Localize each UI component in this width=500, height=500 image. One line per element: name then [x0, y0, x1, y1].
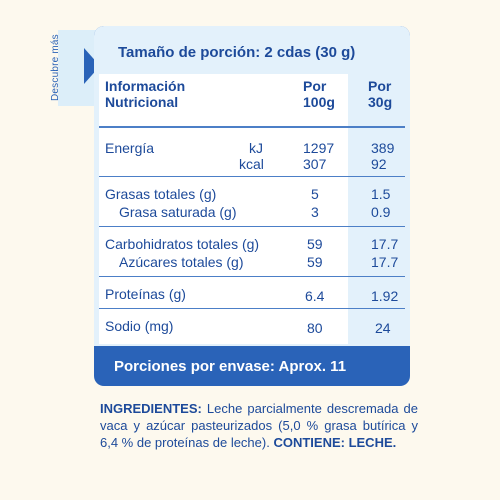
sugars-100: 59: [307, 254, 323, 270]
allergen-statement: CONTIENE: LECHE.: [269, 435, 397, 450]
side-tab-label[interactable]: Descubre más: [50, 34, 61, 102]
sodium-30: 24: [375, 320, 391, 336]
header-per100-line1: Por: [303, 78, 327, 94]
ingredients-body: Leche parcialmente descremada de vaca y …: [100, 401, 418, 450]
energy-kcal-100: 307: [303, 156, 327, 172]
sat-fat-30: 0.9: [371, 204, 391, 220]
energy-kj-30: 389: [371, 140, 395, 156]
header-divider: [99, 126, 405, 128]
row-divider: [99, 276, 405, 277]
sat-fat-100: 3: [311, 204, 319, 220]
ingredients-heading: INGREDIENTES:: [100, 401, 202, 416]
protein-100: 6.4: [305, 288, 325, 304]
header-per100-line2: 100g: [303, 94, 335, 110]
protein-30: 1.92: [371, 288, 399, 304]
header-label-line1: Información: [105, 78, 186, 94]
sodium-100: 80: [307, 320, 323, 336]
sat-fat-label: Grasa saturada (g): [119, 204, 237, 220]
nutrition-table: Información Nutricional Por 100g Por 30g…: [99, 74, 405, 344]
energy-unit-kcal: kcal: [239, 156, 264, 172]
sugars-label: Azúcares totales (g): [119, 254, 244, 270]
nutrition-panel-body: Tamaño de porción: 2 cdas (30 g) Informa…: [94, 26, 410, 346]
protein-label: Proteínas (g): [105, 286, 186, 302]
sodium-label: Sodio (mg): [105, 318, 174, 334]
energy-kj-100: 1297: [303, 140, 335, 156]
row-divider: [99, 308, 405, 309]
carbs-30: 17.7: [371, 236, 399, 252]
ingredients-text: INGREDIENTES: Leche parcialmente descrem…: [100, 400, 418, 451]
row-divider: [99, 226, 405, 227]
header-per30-line1: Por: [368, 78, 392, 94]
per-30g-column: [348, 74, 405, 344]
carbs-label: Carbohidratos totales (g): [105, 236, 260, 252]
energy-kcal-30: 92: [371, 156, 387, 172]
header-per30-line2: 30g: [368, 94, 393, 110]
fat-label: Grasas totales (g): [105, 186, 217, 202]
side-tab[interactable]: [58, 30, 100, 106]
header-label-line2: Nutricional: [105, 94, 179, 110]
serving-size: Tamaño de porción: 2 cdas (30 g): [118, 44, 356, 61]
energy-label: Energía: [105, 140, 155, 156]
fat-30: 1.5: [371, 186, 391, 202]
sugars-30: 17.7: [371, 254, 399, 270]
carbs-100: 59: [307, 236, 323, 252]
servings-per-container: Porciones por envase: Aprox. 11: [114, 358, 347, 375]
energy-unit-kj: kJ: [249, 140, 263, 156]
row-divider: [99, 176, 405, 177]
nutrition-panel: Tamaño de porción: 2 cdas (30 g) Informa…: [94, 26, 410, 386]
fat-100: 5: [311, 186, 319, 202]
